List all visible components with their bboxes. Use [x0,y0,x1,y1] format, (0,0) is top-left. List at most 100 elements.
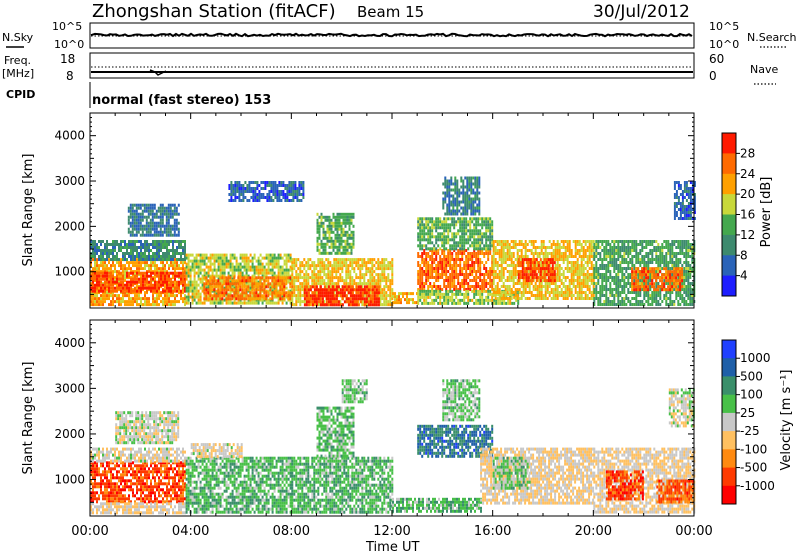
heatmap-cell [366,294,368,297]
heatmap-cell [503,273,505,276]
heatmap-cell [274,302,276,305]
heatmap-cell [134,290,136,293]
heatmap-cell [313,261,315,264]
heatmap-cell [162,255,164,258]
heatmap-cell [372,297,374,300]
heatmap-cell [237,282,239,285]
heatmap-cell [154,231,156,234]
heatmap-cell [254,254,256,257]
heatmap-cell [451,279,453,282]
heatmap-cell [344,285,346,288]
heatmap-cell [425,252,427,255]
heatmap-cell [209,291,211,294]
heatmap-cell [166,207,168,210]
heatmap-cell [245,279,247,282]
heatmap-cell [470,204,472,207]
heatmap-cell [509,264,511,267]
heatmap-cell [250,266,252,269]
heatmap-cell [240,269,242,272]
heatmap-cell [128,252,130,255]
heatmap-cell [349,243,351,246]
freq-label-line1: Freq. [4,54,31,67]
heatmap-cell [120,240,122,243]
heatmap-cell [198,266,200,269]
heatmap-cell [220,302,222,305]
heatmap-cell [385,300,387,303]
heatmap-cell [385,282,387,285]
heatmap-cell [471,220,473,223]
heatmap-cell [162,272,164,275]
heatmap-cell [140,267,142,270]
heatmap-cell [234,190,236,193]
heatmap-cell [210,269,212,272]
heatmap-cell [505,261,507,264]
heatmap-cell [319,237,321,240]
heatmap-cell [515,297,517,300]
heatmap-cell [400,301,402,304]
heatmap-cell [509,249,511,252]
heatmap-cell [429,226,431,229]
heatmap-cell [154,261,156,264]
heatmap-cell [144,281,146,284]
heatmap-cell [144,234,146,237]
heatmap-cell [449,238,451,241]
heatmap-cell [431,273,433,276]
heatmap-cell [425,279,427,282]
heatmap-cell [152,261,154,264]
heatmap-cell [347,273,349,276]
heatmap-cell [349,258,351,261]
heatmap-cell [242,257,244,260]
heatmap-cell [337,276,339,279]
heatmap-cell [112,261,114,264]
heatmap-cell [100,294,102,297]
heatmap-cell [341,228,343,231]
heatmap-cell [318,291,320,294]
heatmap-cell [298,187,300,190]
heatmap-cell [166,278,168,281]
heatmap-cell [515,270,517,273]
heatmap-cell [286,263,288,266]
heatmap-cell [172,284,174,287]
heatmap-cell [474,180,476,183]
heatmap-cell [291,282,293,285]
heatmap-cell [295,261,297,264]
heatmap-cell [124,255,126,258]
heatmap-cell [383,258,385,261]
heatmap-cell [379,294,381,297]
heatmap-cell [168,287,170,290]
heatmap-cell [321,270,323,273]
heatmap-cell [217,279,219,282]
heatmap-cell [463,226,465,229]
heatmap-cell [176,225,178,228]
heatmap-cell [353,270,355,273]
heatmap-cell [337,225,339,228]
heatmap-cell [192,287,194,290]
heatmap-cell [228,184,230,187]
heatmap-cell [276,184,278,187]
heatmap-cell [259,288,261,291]
heatmap-cell [509,246,511,249]
heatmap-cell [112,275,114,278]
heatmap-cell [282,266,284,269]
heatmap-cell [100,297,102,300]
heatmap-cell [122,300,124,303]
heatmap-cell [463,241,465,244]
heatmap-cell [213,288,215,291]
heatmap-cell [213,285,215,288]
heatmap-cell [349,246,351,249]
heatmap-cell [227,297,229,300]
heatmap-cell [313,282,315,285]
heatmap-cell [367,267,369,270]
heatmap-cell [126,258,128,261]
heatmap-cell [114,276,116,279]
heatmap-cell [327,276,329,279]
heatmap-cell [377,264,379,267]
heatmap-cell [466,183,468,186]
heatmap-cell [456,189,458,192]
heatmap-cell [505,267,507,270]
heatmap-cell [507,270,509,273]
heatmap-cell [449,244,451,247]
heatmap-cell [398,298,400,301]
heatmap-cell [225,276,227,279]
heatmap-cell [162,300,164,303]
